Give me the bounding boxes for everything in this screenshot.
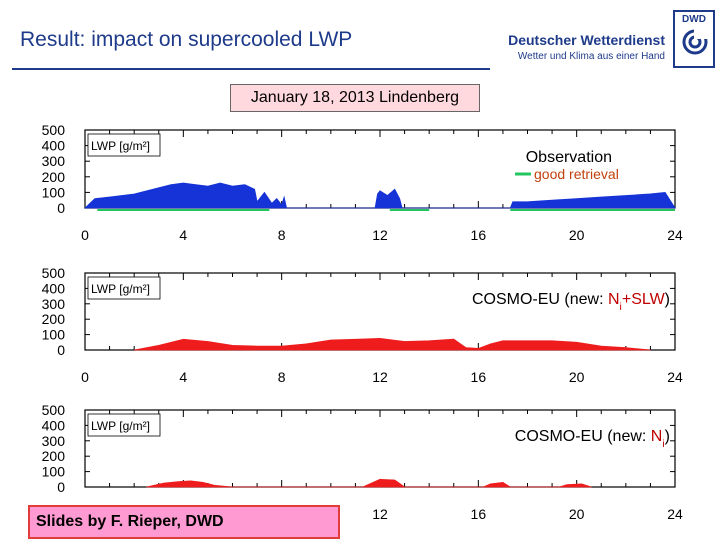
lwp-area-series: [83, 182, 676, 209]
x-tick-label: 20: [569, 369, 585, 385]
ylabel-box: [87, 133, 161, 157]
y-tick-label: 100: [42, 184, 66, 200]
y-tick-label: 100: [42, 327, 66, 343]
y-tick-label: 400: [42, 138, 66, 154]
plot-frame: [84, 409, 676, 488]
x-tick-label: 20: [569, 227, 585, 243]
y-tick-label: 200: [42, 448, 66, 464]
x-tick-label: 24: [667, 227, 683, 243]
x-tick-label: 12: [372, 369, 388, 385]
y-tick-label: 400: [42, 280, 66, 296]
legend-label: COSMO-EU (new: Ni): [515, 428, 670, 450]
x-tick-label: 8: [278, 369, 286, 385]
ylabel: LWP [g/m²]: [91, 139, 150, 153]
y-tick-label: 300: [42, 296, 66, 312]
x-tick-label: 20: [569, 506, 585, 522]
ylabel: LWP [g/m²]: [91, 282, 150, 296]
legend-label-retrieval: good retrieval: [534, 166, 619, 182]
logo-emblem: DWD: [673, 10, 715, 68]
y-tick-label: 300: [42, 433, 66, 449]
dwd-logo: Deutscher Wetterdienst Wetter und Klima …: [508, 10, 715, 70]
x-tick-label: 24: [667, 506, 683, 522]
y-tick-label: 100: [42, 464, 66, 480]
logo-name: Deutscher Wetterdienst: [508, 32, 665, 48]
lwp-area-series: [134, 338, 651, 351]
y-tick-label: 500: [42, 122, 66, 138]
x-tick-label: 0: [81, 369, 89, 385]
x-tick-label: 16: [471, 506, 487, 522]
logo-abbreviation: DWD: [682, 14, 706, 25]
y-tick-label: 0: [57, 479, 65, 495]
x-tick-label: 4: [179, 369, 187, 385]
ylabel-box: [87, 276, 161, 300]
x-tick-label: 12: [372, 227, 388, 243]
y-tick-label: 200: [42, 311, 66, 327]
y-tick-label: 0: [57, 342, 65, 358]
swirl-icon: [682, 29, 708, 55]
title-underline: [12, 68, 490, 70]
ylabel-box: [87, 413, 161, 437]
ylabel: LWP [g/m²]: [91, 419, 150, 433]
lwp-area-series: [146, 478, 592, 488]
x-tick-label: 4: [179, 227, 187, 243]
x-tick-label: 8: [278, 227, 286, 243]
x-tick-label: 24: [667, 369, 683, 385]
credit-box: Slides by F. Rieper, DWD: [28, 505, 340, 539]
x-tick-label: 16: [471, 369, 487, 385]
legend-label: Observation: [526, 149, 612, 166]
legend-label: COSMO-EU (new: Ni+SLW): [472, 291, 670, 313]
x-tick-label: 12: [372, 506, 388, 522]
x-tick-label: 16: [471, 227, 487, 243]
logo-tagline: Wetter und Klima aus einer Hand: [517, 51, 665, 62]
x-tick-label: 0: [81, 227, 89, 243]
y-tick-label: 400: [42, 417, 66, 433]
y-tick-label: 0: [57, 200, 65, 216]
slide-title: Result: impact on supercooled LWP: [20, 28, 353, 51]
y-tick-label: 200: [42, 169, 66, 185]
y-tick-label: 500: [42, 402, 66, 418]
date-location-label: January 18, 2013 Lindenberg: [230, 84, 480, 112]
y-tick-label: 300: [42, 153, 66, 169]
y-tick-label: 500: [42, 265, 66, 281]
